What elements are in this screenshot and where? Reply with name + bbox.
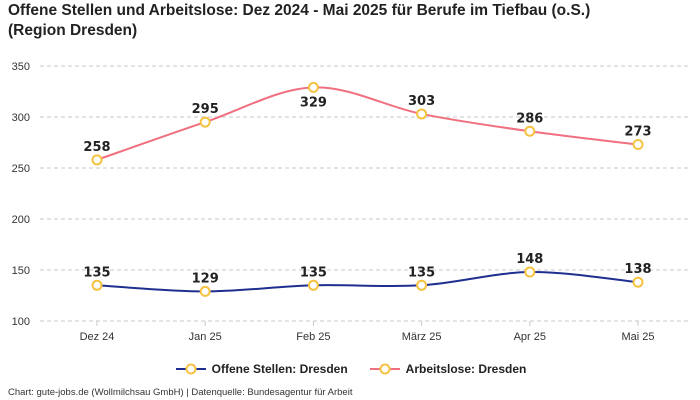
legend-swatch-marker (379, 363, 391, 375)
x-tick-label: Apr 25 (514, 331, 546, 343)
chart-title-line-1: Offene Stellen und Arbeitslose: Dez 2024… (8, 2, 591, 19)
data-point (307, 279, 319, 291)
chart-title-line-2: (Region Dresden) (8, 22, 138, 39)
data-label: 129 (192, 271, 219, 286)
data-point (199, 116, 211, 128)
data-point (307, 81, 319, 93)
data-label: 135 (408, 265, 435, 280)
legend-swatch-marker (185, 363, 197, 375)
x-tick-label: Jan 25 (189, 331, 222, 343)
data-point (524, 266, 536, 278)
legend-swatch (369, 363, 400, 375)
legend-label: Arbeitslose: Dresden (405, 362, 527, 376)
y-tick-label: 250 (12, 163, 30, 175)
data-label: 138 (624, 262, 651, 277)
data-point (91, 279, 103, 291)
series-line-0 (96, 271, 639, 293)
data-point (632, 276, 644, 288)
x-tick-label: Mai 25 (621, 331, 654, 343)
data-label: 295 (192, 102, 219, 117)
y-tick-label: 100 (12, 316, 30, 328)
data-label: 258 (83, 140, 110, 155)
data-point (416, 279, 428, 291)
data-point (524, 125, 536, 137)
line-chart: 100 150 200 250 300 350 Dez 24 Jan 25 Feb 25 März… (12, 61, 690, 343)
x-tick-label: März 25 (402, 331, 442, 343)
legend-label: Offene Stellen: Dresden (211, 362, 348, 376)
legend-swatch (175, 363, 206, 375)
data-point (199, 285, 211, 297)
data-point (632, 139, 644, 151)
y-tick-label: 200 (12, 214, 30, 226)
data-label: 273 (624, 125, 651, 140)
y-tick-label: 300 (12, 112, 30, 124)
data-label: 329 (300, 95, 327, 110)
data-label: 135 (83, 265, 110, 280)
series-line-1 (96, 86, 639, 161)
chart-source-note: Chart: gute-jobs.de (Wollmilchsau GmbH) … (8, 387, 353, 398)
data-label: 303 (408, 94, 435, 109)
chart-legend: Offene Stellen: Dresden Arbeitslose: Dres… (0, 362, 700, 376)
legend-item: Arbeitslose: Dresden (368, 362, 527, 376)
y-tick-label: 150 (12, 265, 30, 277)
data-point (416, 108, 428, 120)
y-tick-label: 350 (12, 61, 30, 73)
legend-item: Offene Stellen: Dresden (174, 362, 348, 376)
x-tick-label: Feb 25 (296, 331, 330, 343)
data-label: 135 (300, 265, 327, 280)
data-label: 286 (516, 111, 543, 126)
chart-title: Offene Stellen und Arbeitslose: Dez 2024… (8, 1, 692, 41)
data-point (91, 154, 103, 166)
data-label: 148 (516, 252, 543, 267)
x-tick-label: Dez 24 (80, 331, 115, 343)
